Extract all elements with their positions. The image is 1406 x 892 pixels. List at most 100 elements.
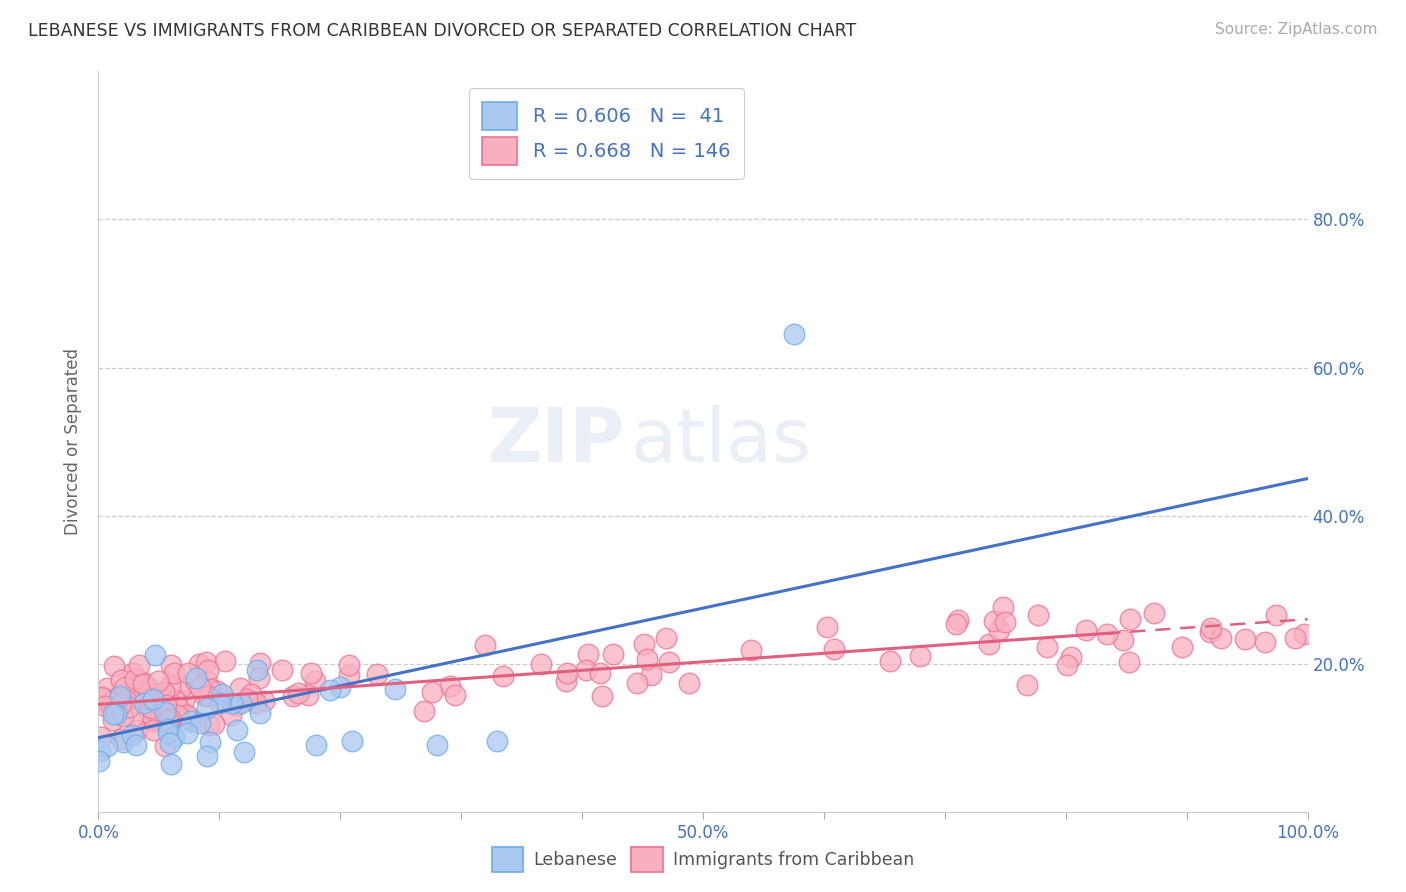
Point <box>146 697 169 711</box>
Point <box>155 698 177 712</box>
Point <box>108 690 131 705</box>
Point <box>209 691 232 706</box>
Point <box>654 631 676 645</box>
Point <box>1265 608 1288 623</box>
Point <box>297 689 319 703</box>
Point <box>142 691 165 706</box>
Point <box>179 711 201 725</box>
Point <box>115 692 138 706</box>
Point <box>159 719 181 733</box>
Point <box>124 672 146 686</box>
Point <box>214 654 236 668</box>
Point <box>89 744 111 758</box>
Point <box>132 696 155 710</box>
Point <box>208 696 231 710</box>
Point <box>247 671 270 685</box>
Point <box>141 713 163 727</box>
Point <box>229 681 252 695</box>
Point <box>658 655 681 669</box>
Point <box>304 673 326 688</box>
Point <box>319 683 342 698</box>
Point <box>105 707 128 722</box>
Point <box>94 698 117 713</box>
Point <box>337 668 360 682</box>
Point <box>1118 612 1140 626</box>
Point <box>143 648 166 662</box>
Point <box>125 723 148 738</box>
Point <box>188 680 211 694</box>
Point <box>202 717 225 731</box>
Point <box>232 746 254 760</box>
Point <box>211 688 233 702</box>
Point <box>1026 607 1049 622</box>
Point <box>160 756 183 771</box>
Point <box>249 706 271 720</box>
Point <box>159 736 181 750</box>
Point <box>122 666 145 681</box>
Point <box>225 698 247 712</box>
Point <box>1095 627 1118 641</box>
Point <box>1015 678 1038 692</box>
Point <box>1233 632 1256 647</box>
Point <box>170 680 193 694</box>
Point <box>146 673 169 688</box>
Point <box>197 663 219 677</box>
Point <box>183 673 205 688</box>
Point <box>782 327 804 342</box>
Point <box>426 738 449 752</box>
Point <box>163 665 186 680</box>
Point <box>1059 650 1081 665</box>
Point <box>205 684 228 698</box>
Point <box>157 717 180 731</box>
Point <box>1056 658 1078 673</box>
Text: Source: ZipAtlas.com: Source: ZipAtlas.com <box>1215 22 1378 37</box>
Point <box>1143 606 1166 620</box>
Point <box>987 623 1010 637</box>
Point <box>184 671 207 685</box>
Text: atlas: atlas <box>630 405 811 478</box>
Point <box>139 706 162 721</box>
Point <box>121 728 143 742</box>
Point <box>163 731 186 745</box>
Point <box>602 647 624 661</box>
Point <box>87 755 110 769</box>
Point <box>633 637 655 651</box>
Point <box>200 681 222 696</box>
Point <box>200 734 222 748</box>
Legend: R = 0.606   N =  41, R = 0.668   N = 146: R = 0.606 N = 41, R = 0.668 N = 146 <box>468 88 744 178</box>
Point <box>139 701 162 715</box>
Point <box>740 642 762 657</box>
Point <box>163 693 186 707</box>
Point <box>132 674 155 689</box>
Point <box>591 689 613 703</box>
Point <box>420 685 443 699</box>
Point <box>90 731 112 745</box>
Point <box>305 738 328 752</box>
Point <box>108 694 131 708</box>
Point <box>166 707 188 722</box>
Point <box>135 699 157 714</box>
Point <box>112 735 135 749</box>
Point <box>136 682 159 697</box>
Point <box>156 714 179 728</box>
Point <box>138 680 160 694</box>
Point <box>194 690 217 704</box>
Point <box>283 689 305 703</box>
Point <box>195 749 218 764</box>
Point <box>177 665 200 680</box>
Point <box>197 690 219 704</box>
Point <box>188 657 211 671</box>
Text: ZIP: ZIP <box>486 405 624 478</box>
Point <box>132 677 155 691</box>
Point <box>100 699 122 714</box>
Point <box>112 708 135 723</box>
Point <box>589 665 612 680</box>
Point <box>329 680 352 694</box>
Point <box>1111 632 1133 647</box>
Point <box>114 680 136 694</box>
Point <box>166 699 188 714</box>
Point <box>173 693 195 707</box>
Point <box>188 715 211 730</box>
Point <box>486 734 509 748</box>
Point <box>96 681 118 696</box>
